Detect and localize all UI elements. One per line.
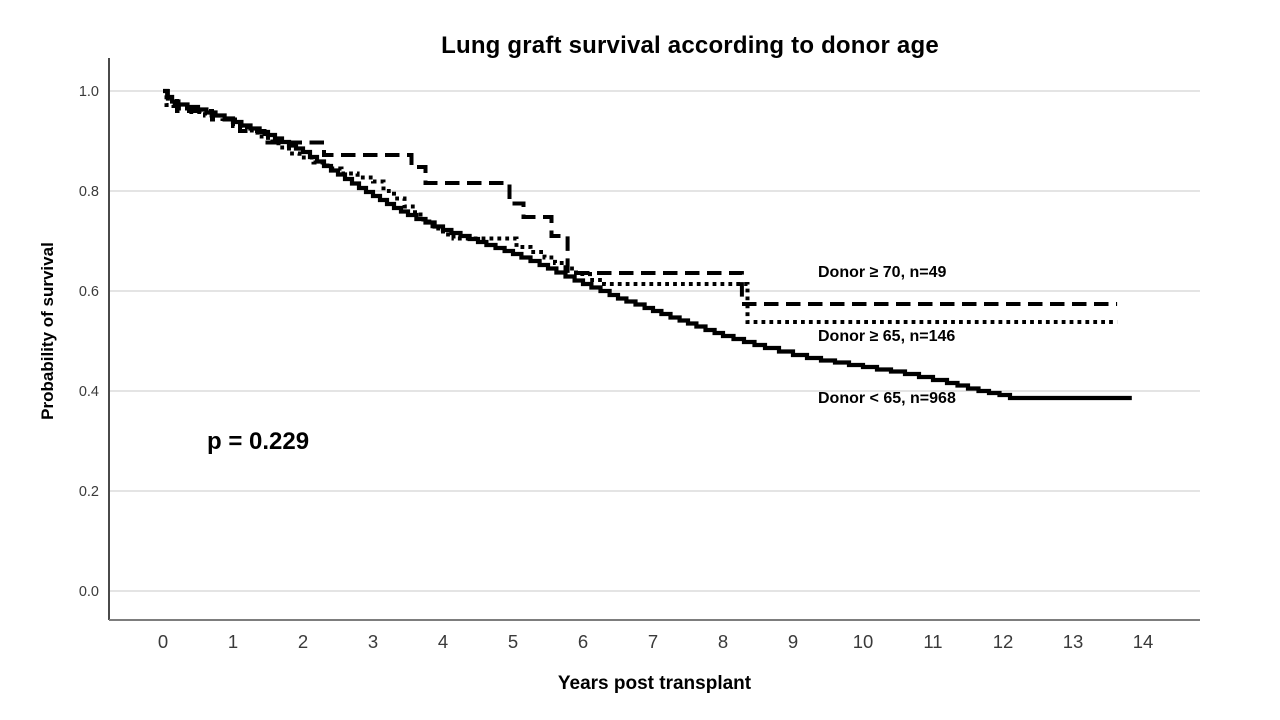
x-tick-label: 5 xyxy=(508,631,518,652)
x-tick-label: 8 xyxy=(718,631,728,652)
series-label-donor-ge-70: Donor ≥ 70, n=49 xyxy=(818,264,947,281)
p-value-label: p = 0.229 xyxy=(207,428,310,455)
y-tick-label: 0.4 xyxy=(79,384,99,400)
x-tick-label: 11 xyxy=(923,631,942,652)
survival-curve-donor-ge-70 xyxy=(163,89,1118,306)
x-tick-label: 1 xyxy=(228,631,238,652)
x-tick-label: 10 xyxy=(853,631,874,652)
x-tick-label: 14 xyxy=(1133,631,1154,652)
x-tick-label: 9 xyxy=(788,631,798,652)
chart-title: Lung graft survival according to donor a… xyxy=(441,32,939,59)
survival-curve-donor-ge-65 xyxy=(163,89,1118,324)
y-tick-label: 0.0 xyxy=(79,584,99,600)
x-tick-label: 12 xyxy=(993,631,1014,652)
y-tick-label: 0.6 xyxy=(79,284,99,300)
y-tick-label: 0.8 xyxy=(79,184,99,200)
x-tick-label: 4 xyxy=(438,631,448,652)
y-tick-label: 1.0 xyxy=(79,84,99,100)
x-tick-label: 3 xyxy=(368,631,378,652)
series-label-donor-ge-65: Donor ≥ 65, n=146 xyxy=(818,328,956,345)
x-axis-title: Years post transplant xyxy=(557,673,752,694)
y-axis-title: Probability of survival xyxy=(38,242,57,420)
x-tick-label: 7 xyxy=(648,631,658,652)
series-label-donor-lt-65: Donor < 65, n=968 xyxy=(818,390,956,407)
y-tick-label: 0.2 xyxy=(79,484,99,500)
x-tick-label: 2 xyxy=(298,631,308,652)
x-tick-label: 13 xyxy=(1063,631,1084,652)
x-tick-label: 0 xyxy=(158,631,168,652)
survival-curve-donor-lt-65 xyxy=(163,88,1132,401)
x-tick-label: 6 xyxy=(578,631,588,652)
